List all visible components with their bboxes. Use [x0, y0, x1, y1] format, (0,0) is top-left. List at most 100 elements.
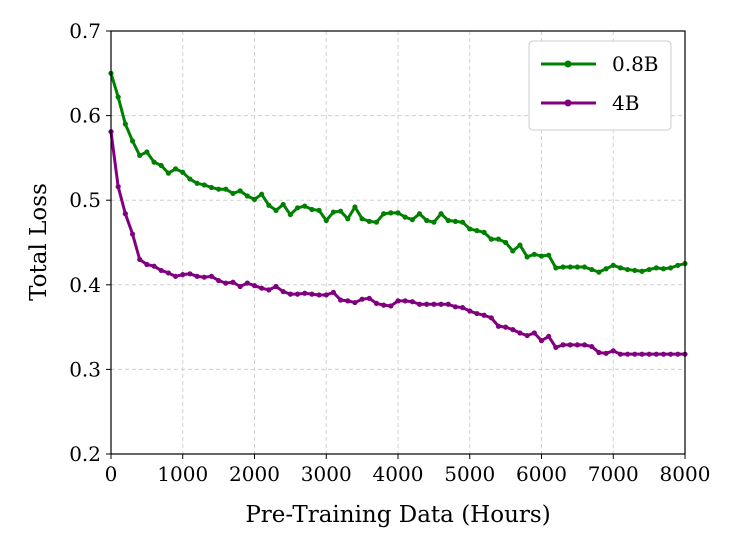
data-point-4b — [438, 301, 444, 307]
data-point-4b — [488, 315, 494, 321]
data-point-0.8b — [129, 138, 136, 144]
data-point-4b — [201, 274, 207, 280]
data-point-0.8b — [244, 193, 250, 199]
data-point-4b — [567, 342, 573, 348]
data-point-4b — [603, 350, 609, 356]
data-point-4b — [280, 288, 286, 295]
y-axis-label: Total Loss — [26, 183, 52, 301]
data-point-4b — [395, 298, 401, 304]
data-point-0.8b — [237, 188, 243, 194]
data-point-4b — [452, 304, 458, 310]
data-point-4b — [373, 300, 380, 307]
data-point-0.8b — [144, 149, 150, 155]
data-point-0.8b — [524, 254, 530, 260]
data-point-0.8b — [546, 252, 552, 258]
data-point-4b — [381, 302, 387, 308]
data-point-4b — [273, 283, 279, 290]
data-point-0.8b — [201, 182, 207, 188]
data-point-0.8b — [581, 264, 588, 270]
data-point-4b — [445, 301, 451, 307]
x-tick-label: 7000 — [588, 462, 639, 486]
data-point-0.8b — [359, 216, 365, 222]
data-point-0.8b — [172, 166, 179, 172]
x-tick-label: 6000 — [516, 462, 567, 486]
data-point-0.8b — [223, 186, 229, 192]
y-tick-label: 0.7 — [69, 19, 101, 43]
data-point-0.8b — [323, 217, 329, 224]
data-point-0.8b — [610, 262, 616, 268]
data-point-0.8b — [137, 152, 143, 158]
data-point-4b — [409, 299, 415, 305]
data-point-4b — [330, 289, 337, 296]
data-point-0.8b — [653, 265, 659, 271]
data-point-4b — [180, 272, 186, 278]
data-point-4b — [316, 292, 322, 298]
data-point-0.8b — [402, 214, 408, 220]
data-point-4b — [251, 283, 258, 289]
data-point-4b — [553, 344, 559, 350]
data-point-4b — [129, 231, 136, 237]
data-point-0.8b — [603, 266, 609, 272]
data-point-0.8b — [208, 184, 215, 191]
legend-marker-0.8b — [564, 60, 572, 68]
data-point-0.8b — [345, 216, 351, 222]
data-point-4b — [223, 280, 229, 286]
data-point-0.8b — [553, 265, 559, 271]
data-point-4b — [596, 349, 602, 356]
data-point-4b — [294, 291, 301, 297]
data-point-4b — [359, 296, 365, 302]
x-tick-label: 0 — [105, 462, 118, 486]
data-point-4b — [538, 338, 545, 344]
data-point-0.8b — [330, 209, 337, 215]
data-point-0.8b — [625, 266, 631, 273]
data-point-0.8b — [431, 219, 437, 225]
legend-marker-4b — [564, 99, 572, 107]
data-point-4b — [144, 261, 150, 268]
data-point-4b — [172, 273, 179, 279]
data-point-4b — [352, 299, 358, 306]
data-point-0.8b — [388, 210, 394, 216]
x-tick-label: 5000 — [444, 462, 495, 486]
data-point-4b — [302, 290, 308, 296]
data-point-0.8b — [481, 229, 487, 235]
data-point-4b — [459, 305, 466, 311]
data-point-4b — [424, 301, 430, 307]
data-point-0.8b — [115, 94, 121, 100]
data-point-0.8b — [503, 239, 509, 246]
data-point-4b — [560, 342, 566, 348]
data-point-4b — [309, 291, 315, 297]
data-point-0.8b — [560, 264, 566, 270]
y-axis-ticks: 0.2 0.3 0.4 0.5 0.6 0.7 — [69, 19, 111, 466]
data-point-4b — [517, 330, 523, 336]
legend-label-4b: 4B — [612, 91, 639, 115]
data-point-4b — [495, 323, 502, 329]
data-point-0.8b — [567, 264, 573, 270]
data-point-0.8b — [294, 205, 301, 211]
data-point-4b — [366, 295, 372, 301]
data-point-0.8b — [280, 201, 286, 208]
data-point-0.8b — [187, 176, 193, 182]
data-point-4b — [646, 351, 652, 357]
data-point-0.8b — [488, 236, 494, 242]
data-point-0.8b — [194, 180, 200, 186]
data-point-0.8b — [639, 268, 645, 274]
data-point-4b — [668, 351, 674, 357]
x-axis-label: Pre-Training Data (Hours) — [245, 502, 550, 528]
data-point-4b — [244, 280, 250, 286]
data-point-0.8b — [510, 248, 516, 254]
data-point-0.8b — [338, 208, 344, 214]
data-point-4b — [194, 273, 200, 279]
data-point-0.8b — [668, 265, 674, 271]
data-point-0.8b — [395, 210, 401, 216]
data-point-0.8b — [366, 218, 372, 224]
data-point-0.8b — [373, 219, 380, 225]
data-point-0.8b — [180, 169, 186, 175]
x-tick-label: 2000 — [229, 462, 280, 486]
data-point-4b — [524, 332, 530, 339]
data-point-4b — [237, 283, 243, 290]
y-tick-label: 0.6 — [69, 104, 101, 128]
series-0.8b — [108, 70, 688, 275]
data-point-0.8b — [287, 211, 293, 218]
data-point-0.8b — [574, 264, 580, 270]
